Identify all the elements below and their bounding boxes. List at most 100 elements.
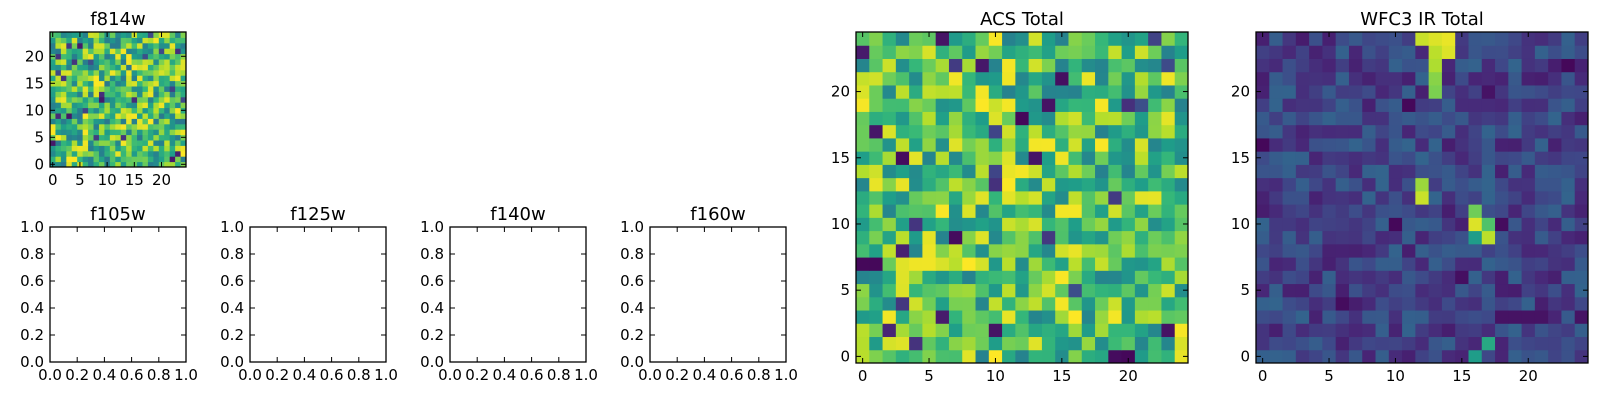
- f814w-cell: [82, 156, 89, 163]
- f814w-cell: [175, 96, 182, 103]
- y-tick-label: 20: [831, 83, 850, 101]
- f814w-cell: [169, 48, 176, 55]
- x-tick-label: 0.8: [347, 366, 371, 384]
- f814w-cell: [120, 129, 127, 136]
- wfc3-ir-total-cell: [1415, 137, 1430, 152]
- f814w-cell: [60, 64, 67, 71]
- wfc3-ir-total-cell: [1402, 230, 1416, 245]
- wfc3-ir-total-cell: [1322, 137, 1337, 152]
- f814w-cell: [175, 32, 182, 38]
- f814w-cell: [77, 86, 84, 92]
- y-tick-label: 5: [34, 128, 44, 146]
- acs-total-cell: [988, 190, 1003, 205]
- wfc3-ir-total-cell: [1521, 296, 1536, 311]
- wfc3-ir-total-cell: [1322, 323, 1337, 338]
- f814w-cell: [50, 42, 56, 49]
- acs-total-cell: [975, 137, 990, 152]
- acs-total-cell: [1068, 45, 1083, 59]
- acs-total-cell: [922, 310, 937, 324]
- acs-total-cell: [948, 283, 963, 298]
- f814w-cell: [88, 53, 95, 60]
- wfc3-ir-total-cell: [1428, 243, 1443, 258]
- acs-total-cell: [1068, 98, 1083, 112]
- acs-total-cell: [948, 323, 963, 338]
- f814w-cell: [115, 91, 122, 98]
- wfc3-ir-total-cell: [1548, 336, 1562, 351]
- wfc3-ir-total-cell: [1282, 45, 1297, 59]
- acs-total-cell: [1148, 323, 1162, 338]
- acs-total-cell: [869, 164, 884, 179]
- f814w-cell: [50, 75, 56, 82]
- wfc3-ir-total-cell: [1388, 71, 1403, 86]
- wfc3-ir-total-cell: [1282, 296, 1297, 311]
- wfc3-ir-total-cell: [1269, 151, 1284, 165]
- acs-total-cell: [1015, 243, 1030, 258]
- wfc3-ir-total-cell: [1335, 71, 1350, 86]
- f814w-cell: [137, 59, 143, 65]
- f814w-cell: [153, 69, 160, 76]
- wfc3-ir-total-cell: [1388, 190, 1403, 205]
- f814w-cell: [109, 86, 116, 92]
- acs-total-cell: [1108, 204, 1123, 218]
- wfc3-ir-total-cell: [1256, 230, 1270, 245]
- f814w-cell: [66, 107, 73, 114]
- wfc3-ir-total-cell: [1428, 323, 1443, 338]
- acs-total-cell: [1161, 124, 1176, 139]
- acs-total-cell: [1134, 45, 1149, 59]
- acs-total-cell: [948, 164, 963, 179]
- f814w-cell: [109, 59, 116, 65]
- f814w-cell: [88, 107, 95, 114]
- acs-total-cell: [1174, 323, 1189, 338]
- f814w-cell: [88, 69, 95, 76]
- y-tick-label: 15: [25, 74, 44, 92]
- acs-total-cell: [1041, 204, 1056, 218]
- f814w-cell: [158, 64, 165, 71]
- f814w-cell: [71, 150, 78, 157]
- f814w-cell: [50, 37, 56, 44]
- acs-total-cell: [1002, 243, 1016, 258]
- acs-total-cell: [1002, 111, 1016, 126]
- wfc3-ir-total-cell: [1282, 111, 1297, 126]
- acs-total-cell: [1095, 217, 1109, 232]
- f814w-cell: [109, 102, 116, 109]
- acs-total-cell: [909, 217, 923, 232]
- wfc3-ir-total-cell: [1481, 71, 1496, 86]
- acs-total-cell: [988, 349, 1003, 364]
- wfc3-ir-total-cell: [1322, 270, 1337, 285]
- acs-total-cell: [922, 177, 937, 192]
- f814w-cell: [104, 48, 111, 55]
- wfc3-ir-total-cell: [1415, 124, 1430, 139]
- x-tick-label: 20: [1519, 367, 1538, 385]
- acs-total-cell: [948, 84, 963, 99]
- y-tick-label: 0.2: [620, 326, 644, 344]
- f814w-cell: [120, 86, 127, 92]
- f814w-cell: [115, 53, 122, 60]
- y-tick-label: 0.4: [620, 299, 644, 317]
- wfc3-ir-total-cell: [1468, 58, 1483, 73]
- acs-total-cell: [1055, 164, 1069, 179]
- wfc3-ir-total-cell: [1402, 204, 1416, 218]
- acs-total-cell: [988, 32, 1003, 46]
- wfc3-ir-total-cell: [1282, 230, 1297, 245]
- acs-total-cell: [988, 45, 1003, 59]
- acs-total-cell: [1095, 58, 1109, 73]
- wfc3-ir-total-cell: [1309, 58, 1323, 73]
- f814w-cell: [120, 140, 127, 146]
- wfc3-ir-total-cell: [1415, 45, 1430, 59]
- f814w-cell: [153, 37, 160, 44]
- acs-total-cell: [1095, 270, 1109, 285]
- f814w-cell: [175, 102, 182, 109]
- f814w-cell: [82, 42, 89, 49]
- wfc3-ir-total-cell: [1309, 71, 1323, 86]
- wfc3-ir-total-cell: [1309, 243, 1323, 258]
- acs-total-cell: [1121, 58, 1136, 73]
- acs-total-cell: [975, 71, 990, 86]
- acs-total-cell: [1002, 98, 1016, 112]
- acs-total-cell: [962, 151, 977, 165]
- wfc3-ir-total-cell: [1521, 270, 1536, 285]
- wfc3-ir-total-cell: [1295, 243, 1310, 258]
- wfc3-ir-total-cell: [1534, 58, 1549, 73]
- acs-total-cell: [869, 230, 884, 245]
- f814w-cell: [147, 69, 154, 76]
- panel-f160w: f160w 0.0 0.2 0.4 0.6 0.8 1.00.00.20.40.60.81…: [620, 204, 798, 384]
